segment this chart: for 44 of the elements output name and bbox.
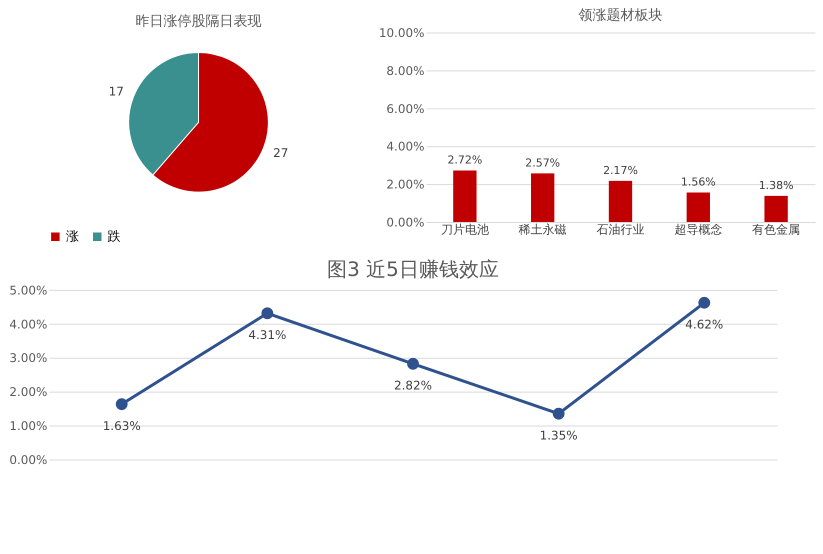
y-tick-label: 2.00% (386, 178, 424, 192)
chart-title: 领涨题材板块 (578, 8, 662, 24)
y-tick-label: 6.00% (386, 102, 424, 116)
data-label: 2.72% (447, 154, 482, 166)
data-label: 1.38% (758, 178, 794, 192)
data-label: 4.31% (248, 328, 286, 342)
data-label: 1.56% (680, 175, 716, 188)
x-tick-label: 石油行业 (596, 222, 644, 237)
y-tick-label: 8.00% (386, 64, 424, 78)
y-tick-label: 3.00% (9, 351, 48, 366)
point (407, 358, 419, 370)
y-tick-label: 4.00% (9, 317, 48, 332)
data-label: 2.57% (525, 156, 560, 170)
bar (531, 173, 554, 222)
y-tick-label: 10.00% (378, 26, 424, 40)
x-tick-label: 超导概念 (674, 222, 722, 237)
bar (764, 196, 788, 222)
y-tick-label: 2.00% (9, 385, 48, 400)
bar (453, 170, 477, 222)
x-tick-label: 刀片电池 (440, 222, 489, 237)
chart-title: 昨日涨停股隔日表现 (136, 14, 262, 30)
data-label: 4.62% (685, 318, 724, 332)
legend-label: 涨 (66, 230, 79, 245)
chart-title: 图3 近5日赚钱效应 (327, 256, 499, 281)
point (261, 307, 274, 320)
x-tick-label: 稀土永磁 (518, 222, 567, 237)
bar (608, 180, 632, 222)
data-label: 1.35% (540, 428, 578, 443)
y-tick-label: 4.00% (386, 140, 424, 154)
y-tick-label: 5.00% (9, 283, 48, 298)
data-label: 2.17% (603, 164, 638, 177)
point (698, 296, 710, 309)
legend-label: 跌 (108, 230, 121, 245)
data-label: 27 (273, 146, 288, 160)
data-label: 2.82% (394, 378, 432, 393)
x-tick-label: 有色金属 (752, 222, 800, 237)
point (552, 408, 565, 420)
y-tick-label: 0.00% (386, 216, 424, 230)
y-tick-label: 1.00% (9, 419, 48, 434)
point (116, 398, 128, 410)
data-label: 1.63% (102, 419, 141, 434)
bar (686, 192, 710, 222)
y-tick-label: 0.00% (9, 452, 48, 467)
data-label: 17 (108, 84, 124, 99)
